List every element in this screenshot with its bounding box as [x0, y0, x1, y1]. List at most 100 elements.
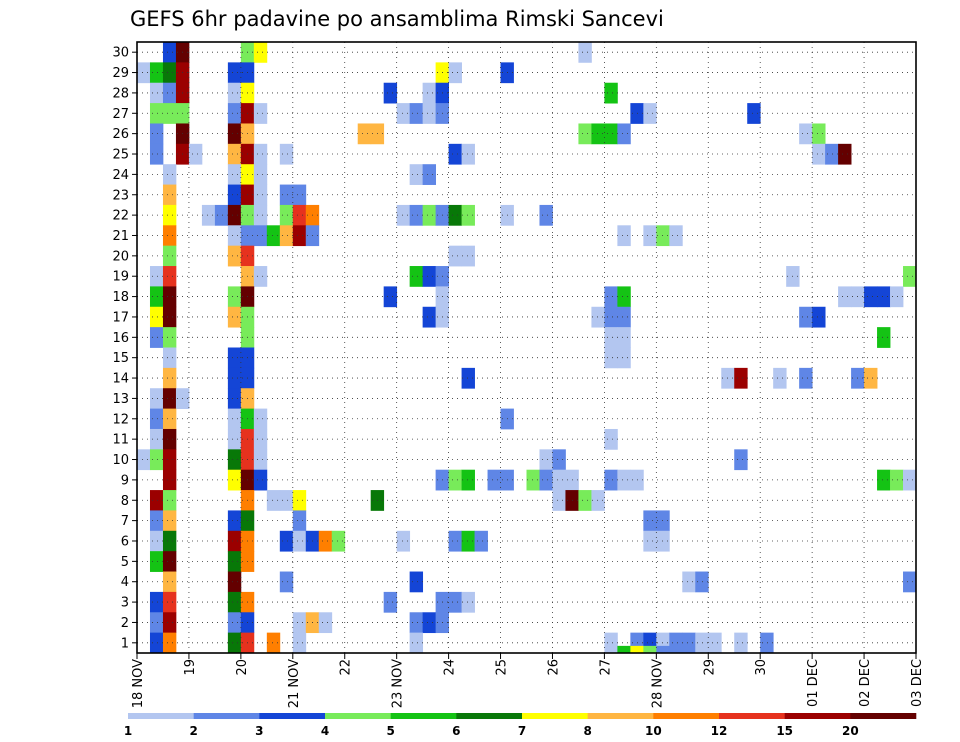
heatmap-cell	[409, 266, 424, 287]
y-tick-label: 25	[112, 148, 129, 163]
heatmap-cell	[422, 266, 437, 287]
heatmap-cell	[149, 551, 164, 572]
x-tick-label: 21 NOV	[287, 659, 302, 708]
heatmap-cell	[656, 510, 670, 532]
heatmap-cell	[253, 469, 268, 491]
colorbar-label: 8	[583, 724, 591, 738]
heatmap-cell	[643, 530, 657, 552]
heatmap-cell	[734, 367, 748, 389]
x-tick-label: 26	[546, 659, 561, 676]
heatmap-cell	[149, 408, 164, 430]
colorbar-label: 5	[386, 724, 394, 738]
y-tick-label: 21	[112, 229, 129, 244]
heatmap-cell	[331, 530, 346, 552]
x-axis-ticks: 18 NOV 19 20 21 NOV 22 23 NOV 24 25 26 27 28 NOV 29…	[131, 653, 925, 708]
heatmap-cell	[604, 347, 618, 369]
heatmap-cell	[890, 286, 904, 308]
y-tick-label: 9	[121, 473, 129, 488]
heatmap-cell	[227, 530, 242, 552]
heatmap-cell	[656, 530, 670, 552]
y-tick-label: 2	[121, 616, 129, 631]
heatmap-cell	[279, 143, 294, 165]
heatmap-cell	[149, 632, 164, 653]
heatmap-cell	[461, 591, 475, 613]
y-tick-label: 11	[112, 433, 129, 448]
heatmap-cell	[162, 367, 177, 389]
colorbar-swatch	[522, 713, 588, 719]
heatmap-cell	[162, 388, 177, 409]
heatmap-cell	[422, 103, 437, 124]
heatmap-cell	[149, 510, 164, 532]
heatmap-cell	[162, 408, 177, 430]
heatmap-cell	[188, 143, 203, 165]
heatmap-cell	[318, 530, 333, 552]
heatmap-cell	[162, 591, 177, 613]
heatmap-cell	[448, 204, 462, 226]
heatmap-cell	[682, 571, 696, 593]
y-tick-label: 18	[112, 290, 129, 305]
heatmap-cell	[292, 184, 307, 206]
heatmap-cell	[409, 103, 424, 124]
colorbar: 1 2 3 4 5 6 7 8 10 12 15 20	[124, 713, 917, 738]
heatmap-cell	[162, 266, 177, 287]
heatmap-cell	[578, 490, 592, 511]
y-tick-label: 20	[112, 249, 129, 264]
heatmap-cell	[162, 82, 177, 104]
heatmap-cell	[266, 225, 281, 247]
heatmap-cell	[227, 449, 242, 471]
heatmap-cell	[149, 123, 164, 145]
heatmap-cell	[227, 632, 242, 653]
heatmap-cell	[292, 530, 307, 552]
heatmap-cell	[149, 388, 164, 409]
heatmap-cell	[448, 591, 462, 613]
colorbar-swatch	[325, 713, 391, 719]
x-tick-label: 22	[339, 659, 354, 676]
heatmap-cell	[149, 449, 164, 471]
colorbar-swatch	[128, 713, 194, 719]
y-tick-label: 28	[112, 86, 129, 101]
heatmap-cell	[227, 388, 242, 409]
heatmap-cell	[695, 632, 709, 653]
heatmap-cell	[877, 286, 891, 308]
heatmap-cell	[812, 123, 826, 145]
colorbar-label: 12	[711, 724, 728, 738]
y-tick-label: 7	[121, 514, 129, 529]
heatmap-cell	[149, 530, 164, 552]
heatmap-cell	[279, 204, 294, 226]
heatmap-cell	[604, 306, 618, 328]
heatmap-cell	[617, 225, 631, 247]
colorbar-swatch	[259, 713, 326, 719]
heatmap-cell	[604, 123, 618, 145]
heatmap-cell	[799, 367, 813, 389]
heatmap-cell	[734, 632, 748, 653]
heatmap-cell	[162, 469, 177, 491]
heatmap-cell	[409, 632, 424, 653]
heatmap-cell	[799, 306, 813, 328]
heatmap-cell	[877, 327, 891, 348]
heatmap-cell	[162, 103, 177, 124]
colorbar-label: 7	[518, 724, 526, 738]
heatmap-cell	[591, 490, 605, 511]
heatmap-cell	[422, 164, 437, 185]
heatmap-cell	[591, 123, 605, 145]
x-tick-label: 23 NOV	[391, 659, 406, 708]
heatmap-cell	[227, 82, 242, 104]
x-tick-label: 18 NOV	[131, 659, 146, 708]
heatmap-cell	[461, 367, 475, 389]
x-tick-label: 02 DEC	[858, 659, 873, 707]
y-tick-label: 29	[112, 66, 129, 81]
heatmap-cell	[422, 306, 437, 328]
heatmap-cell	[162, 204, 177, 226]
plot-frame	[136, 41, 917, 654]
heatmap-cell	[162, 164, 177, 185]
dotted-grid	[137, 42, 916, 653]
heatmap-cell	[227, 306, 242, 328]
heatmap-cell	[461, 204, 475, 226]
heatmap-cell	[630, 645, 644, 653]
heatmap-cell	[396, 530, 411, 552]
heatmap-cell	[253, 428, 268, 450]
x-tick-label: 25	[495, 659, 510, 676]
y-tick-label: 27	[112, 107, 129, 122]
colorbar-swatch	[193, 713, 260, 719]
heatmap-cell	[253, 266, 268, 287]
